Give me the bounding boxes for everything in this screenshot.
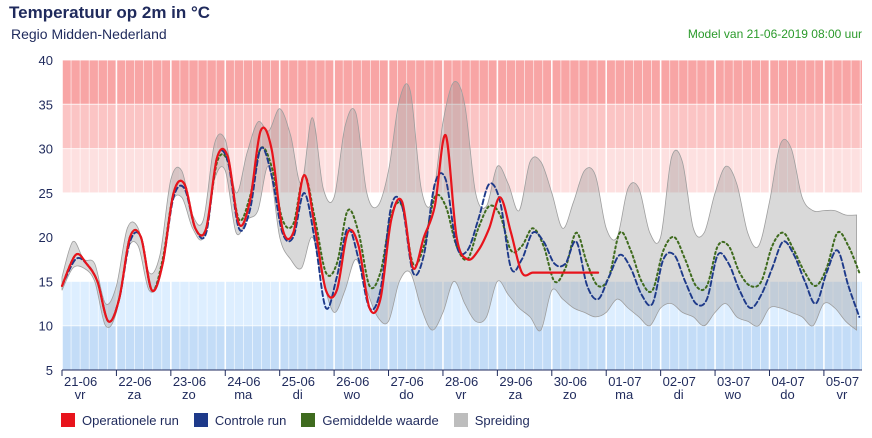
legend-label: Gemiddelde waarde: [322, 412, 439, 428]
x-tick-date: 30-06: [554, 374, 587, 389]
x-tick-date: 24-06: [227, 374, 260, 389]
x-tick-date: 29-06: [499, 374, 532, 389]
x-tick-date: 21-06: [64, 374, 97, 389]
x-axis: 21-06vr22-06za23-06zo24-06ma25-06di26-06…: [61, 369, 862, 402]
x-tick-date: 04-07: [771, 374, 804, 389]
y-tick-label: 20: [39, 230, 53, 245]
temperature-band: [62, 325, 862, 370]
legend-item-gemiddelde-waarde[interactable]: Gemiddelde waarde: [300, 412, 439, 428]
temperature-band: [62, 60, 862, 105]
legend-swatch-operationele-run: [60, 412, 76, 428]
x-tick-date: 26-06: [336, 374, 369, 389]
x-tick-date: 02-07: [663, 374, 696, 389]
y-tick-label: 5: [46, 363, 53, 378]
chart-subtitle: Regio Midden-Nederland: [11, 26, 167, 42]
x-tick-day: di: [674, 387, 684, 402]
legend-item-spreiding[interactable]: Spreiding: [452, 412, 530, 428]
legend-label: Controle run: [214, 412, 287, 428]
y-axis: 5 10 15 20 25 30 35 40: [39, 53, 53, 378]
y-tick-label: 15: [39, 274, 53, 289]
x-tick-day: za: [509, 387, 524, 402]
temperature-band: [62, 104, 862, 149]
x-tick-day: wo: [724, 387, 742, 402]
legend-swatch-controle-run: [192, 412, 209, 428]
x-tick-day: vr: [75, 387, 87, 402]
x-tick-date: 05-07: [826, 374, 859, 389]
x-tick-date: 01-07: [608, 374, 641, 389]
x-tick-date: 23-06: [173, 374, 206, 389]
x-tick-date: 27-06: [391, 374, 424, 389]
x-tick-date: 25-06: [282, 374, 315, 389]
x-tick-day: ma: [234, 387, 253, 402]
legend-label: Operationele run: [82, 412, 179, 428]
legend-swatch-gemiddelde-waarde: [300, 412, 317, 428]
temperature-band: [62, 281, 862, 326]
x-tick-day: do: [780, 387, 794, 402]
x-tick-day: ma: [615, 387, 634, 402]
x-tick-date: 03-07: [717, 374, 750, 389]
x-tick-day: vr: [836, 387, 848, 402]
grid-lines: [61, 59, 862, 371]
x-tick-date: 22-06: [118, 374, 151, 389]
x-tick-day: za: [128, 387, 143, 402]
series-line-operationele-run: [60, 126, 600, 323]
x-tick-day: di: [293, 387, 303, 402]
legend-item-operationele-run[interactable]: Operationele run: [60, 412, 179, 428]
legend-label: Spreiding: [474, 412, 530, 428]
y-tick-label: 25: [39, 186, 53, 201]
x-tick-date: 28-06: [445, 374, 478, 389]
x-tick-day: zo: [182, 387, 196, 402]
legend-swatch-spreiding: [452, 412, 469, 428]
y-tick-label: 10: [39, 319, 53, 334]
x-tick-day: wo: [343, 387, 361, 402]
y-tick-label: 40: [39, 53, 53, 68]
legend-item-controle-run[interactable]: Controle run: [192, 412, 287, 428]
model-run-time: Model van 21-06-2019 08:00 uur: [687, 27, 862, 41]
y-tick-label: 30: [39, 142, 53, 157]
temperature-band: [62, 148, 862, 193]
series-lines: [60, 126, 861, 323]
x-tick-day: vr: [456, 387, 468, 402]
legend: Operationele run Controle run Gemiddelde…: [60, 412, 544, 428]
x-tick-day: zo: [563, 387, 577, 402]
x-tick-day: do: [399, 387, 413, 402]
chart-title: Temperatuur op 2m in °C: [9, 3, 211, 22]
y-tick-label: 35: [39, 97, 53, 112]
